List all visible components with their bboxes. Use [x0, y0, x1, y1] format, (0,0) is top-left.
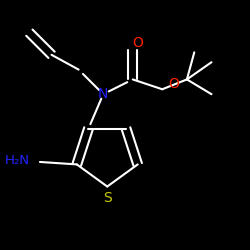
Text: N: N [98, 87, 108, 101]
Text: O: O [132, 36, 143, 50]
Text: S: S [103, 190, 112, 204]
Text: O: O [168, 77, 179, 91]
Text: H₂N: H₂N [5, 154, 30, 167]
